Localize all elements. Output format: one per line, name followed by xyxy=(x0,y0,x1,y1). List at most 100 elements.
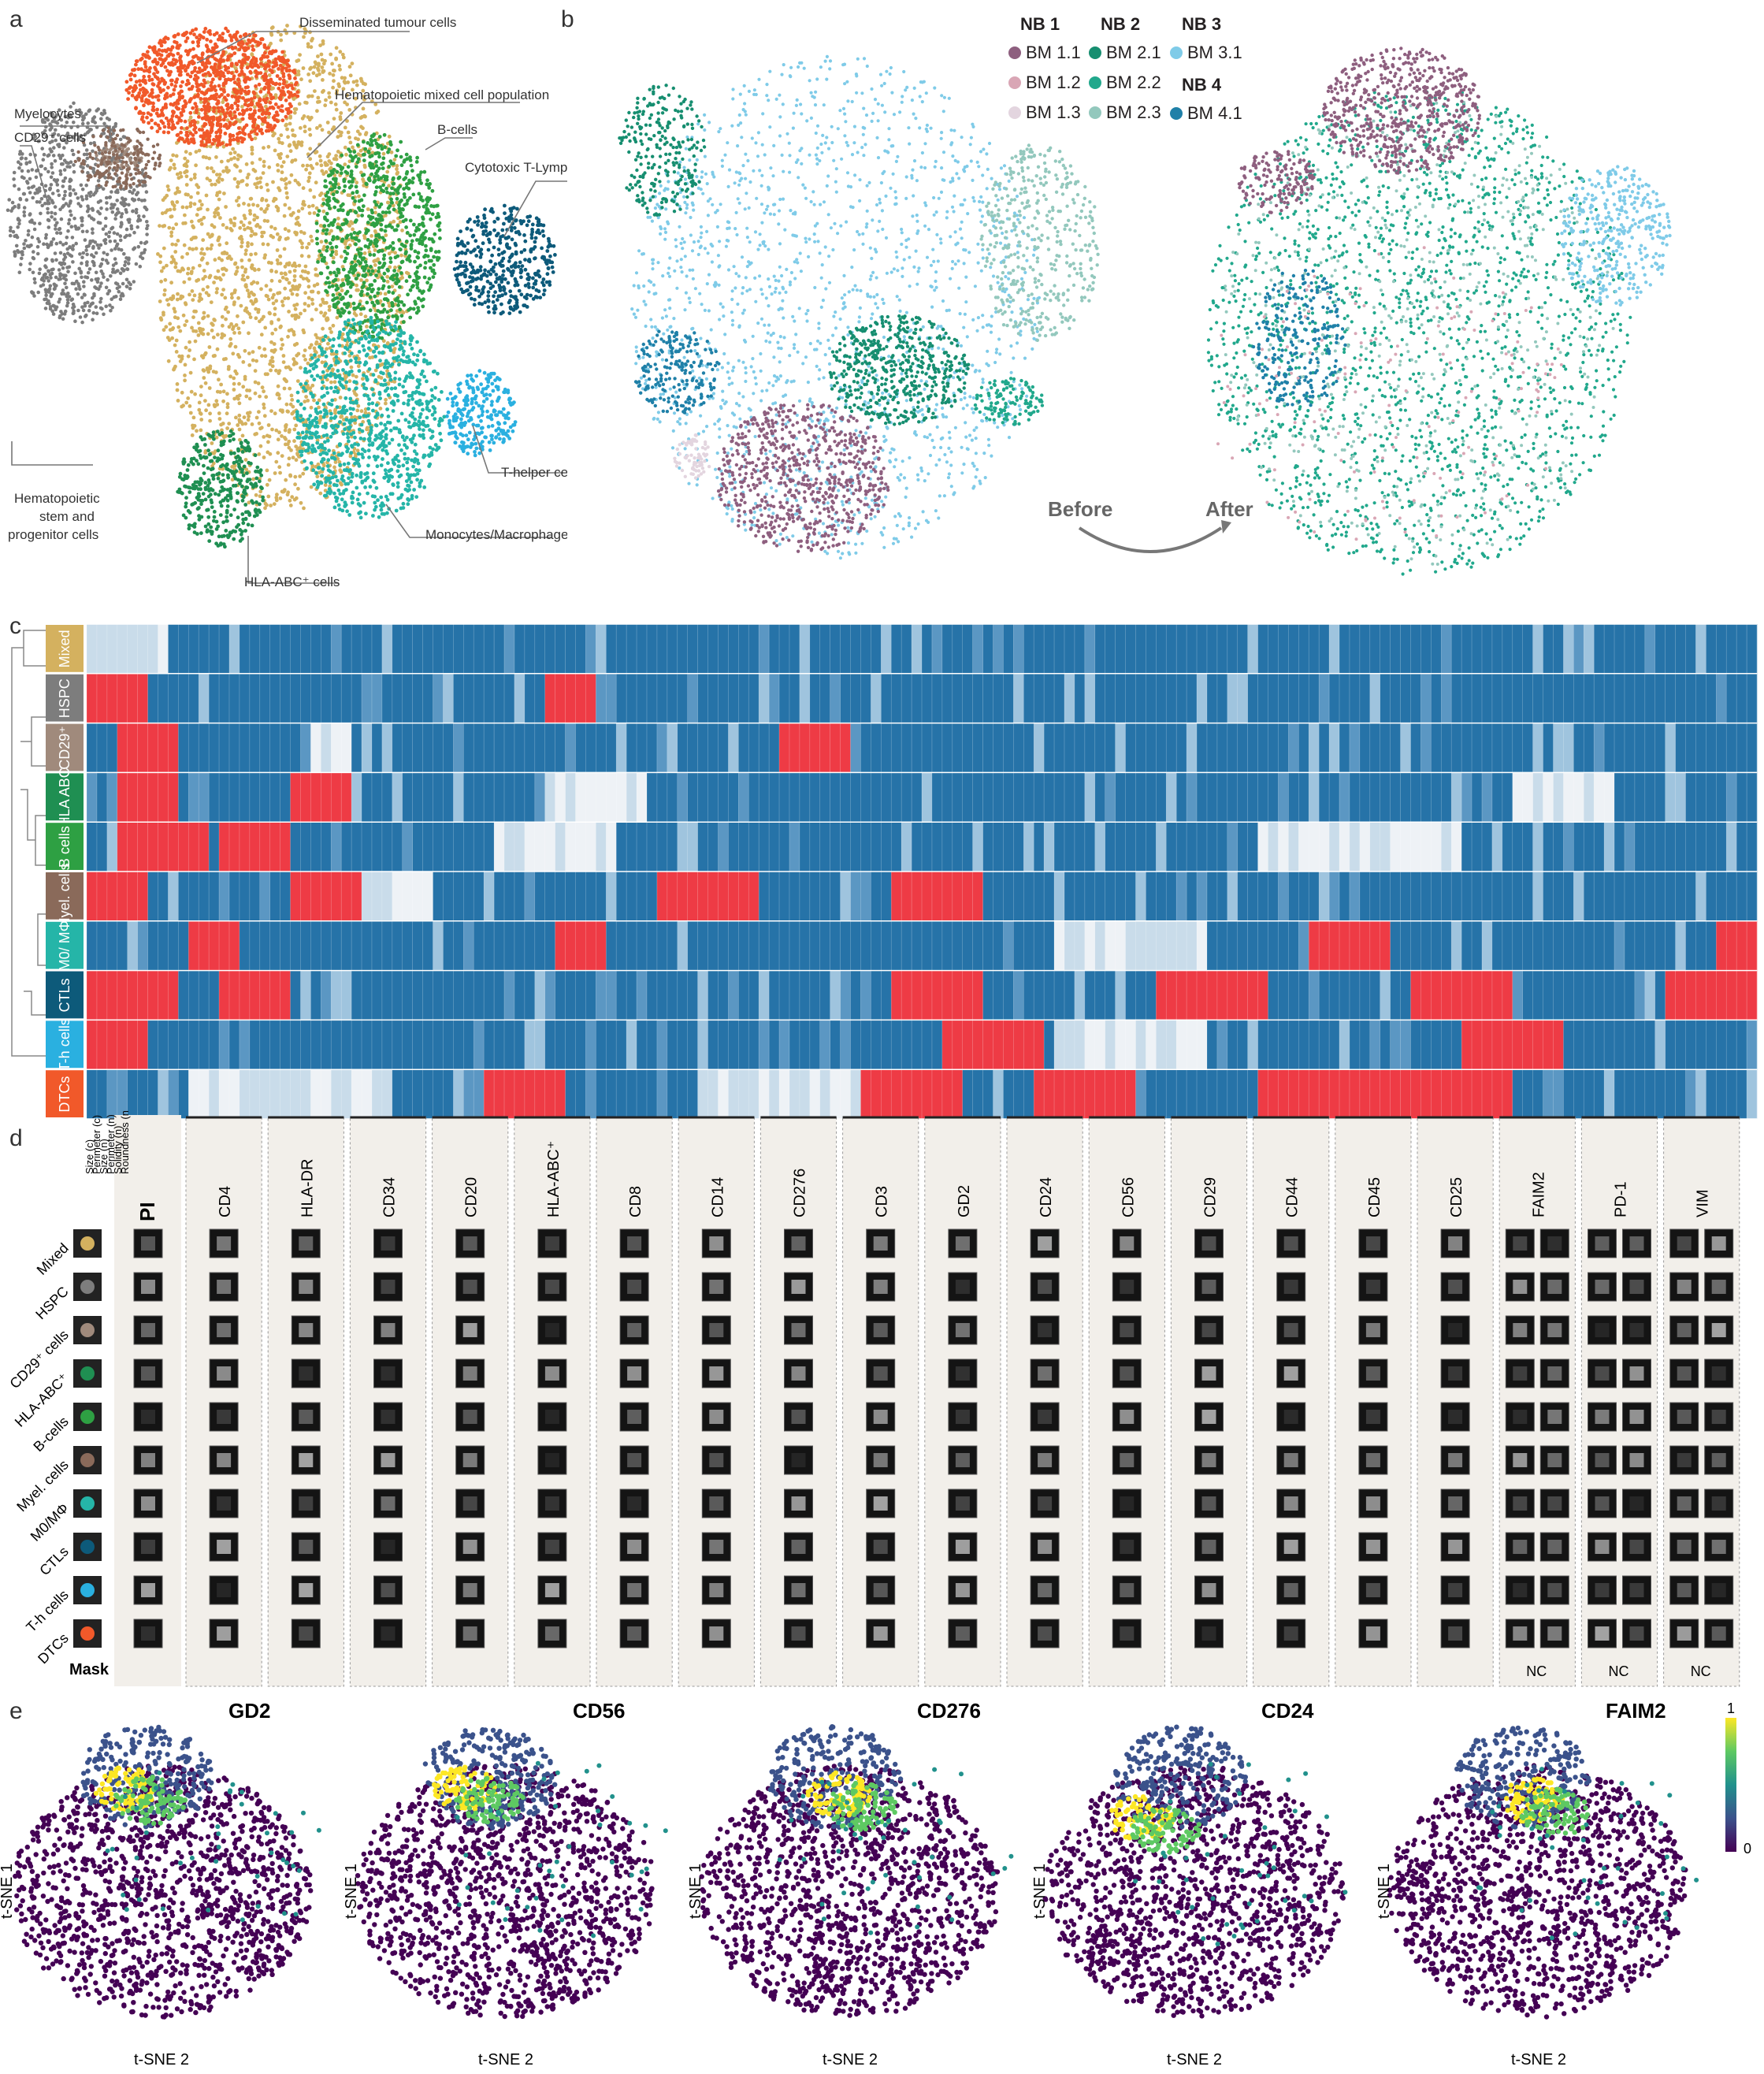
heatmap-cell xyxy=(1349,624,1361,674)
heatmap-cell xyxy=(626,822,637,872)
heatmap-cell xyxy=(280,772,291,822)
microscopy-signal xyxy=(1448,1280,1463,1294)
heatmap-cell xyxy=(1654,723,1666,772)
heatmap-cell xyxy=(1084,1020,1095,1069)
heatmap-cell xyxy=(372,872,383,921)
legend-swatch xyxy=(1008,76,1021,89)
heatmap-cell xyxy=(1675,822,1686,872)
microscopy-signal xyxy=(217,1453,232,1467)
map-xlabel: t-SNE 2 xyxy=(1167,2051,1222,2068)
heatmap-cell xyxy=(280,673,291,723)
heatmap-cell xyxy=(290,723,301,772)
heatmap-cell xyxy=(381,822,393,872)
heatmap-cell xyxy=(1146,1020,1157,1069)
heatmap-cell xyxy=(1685,624,1696,674)
heatmap-cell xyxy=(931,872,943,921)
heatmap-cell xyxy=(1074,970,1086,1020)
heatmap-cell xyxy=(972,624,983,674)
microscopy-signal xyxy=(955,1323,970,1337)
heatmap-cell xyxy=(280,872,291,921)
heatmap-cell xyxy=(433,673,444,723)
label-bcells: B-cells xyxy=(437,122,477,137)
heatmap-cell xyxy=(147,822,158,872)
heatmap-cell xyxy=(871,970,882,1020)
heatmap-cell xyxy=(310,723,321,772)
heatmap-cell xyxy=(1013,920,1024,971)
heatmap-cell xyxy=(1268,673,1279,723)
heatmap-cell xyxy=(290,624,301,674)
heatmap-cell xyxy=(1410,1020,1421,1069)
heatmap-cell xyxy=(1135,772,1146,822)
heatmap-cell xyxy=(616,920,627,971)
heatmap-cell xyxy=(1187,970,1198,1020)
heatmap-cell xyxy=(96,920,108,971)
heatmap-cell xyxy=(422,872,433,921)
heatmap-cell xyxy=(1247,673,1258,723)
heatmap-cell xyxy=(1644,723,1655,772)
microscopy-signal xyxy=(1365,1366,1380,1381)
heatmap-cell xyxy=(524,822,536,872)
heatmap-cell xyxy=(677,872,688,921)
heatmap-cell xyxy=(901,624,912,674)
heatmap-cell xyxy=(1105,920,1116,971)
heatmap-cell xyxy=(1654,1069,1666,1119)
heatmap-cell xyxy=(687,872,698,921)
heatmap-cell xyxy=(1044,1020,1055,1069)
heatmap-cell xyxy=(1563,872,1574,921)
microscopy-signal xyxy=(1365,1280,1380,1294)
heatmap-cell xyxy=(1685,872,1696,921)
heatmap-cell xyxy=(626,624,637,674)
heatmap-cell xyxy=(1441,822,1452,872)
heatmap-cell xyxy=(1115,624,1126,674)
microscopy-signal xyxy=(1547,1366,1562,1381)
microscopy-tile xyxy=(1704,1272,1734,1302)
heatmap-cell xyxy=(372,822,383,872)
heatmap-cell xyxy=(372,772,383,822)
heatmap-cell xyxy=(667,723,678,772)
heatmap-cell xyxy=(1115,822,1126,872)
heatmap-cell xyxy=(362,624,373,674)
heatmap-cell xyxy=(1461,872,1472,921)
heatmap-cell xyxy=(769,723,780,772)
heatmap-cell xyxy=(748,673,759,723)
row-label: T-h cells xyxy=(23,1587,72,1636)
heatmap-cell xyxy=(463,1069,474,1119)
heatmap-cell xyxy=(106,723,118,772)
microscopy-signal xyxy=(709,1626,724,1641)
heatmap-cell xyxy=(147,1020,158,1069)
heatmap-cell xyxy=(759,822,770,872)
microscopy-signal xyxy=(955,1453,970,1467)
heatmap-cell xyxy=(1665,822,1676,872)
heatmap-cell xyxy=(178,920,189,971)
heatmap-cell xyxy=(606,1069,617,1119)
heatmap-cell xyxy=(850,723,861,772)
heatmap-cell xyxy=(321,920,332,971)
heatmap-cell xyxy=(759,772,770,822)
heatmap-cell xyxy=(1400,822,1411,872)
heatmap-cell xyxy=(1747,970,1758,1020)
heatmap-cell xyxy=(626,1069,637,1119)
heatmap-cell xyxy=(199,624,210,674)
heatmap-cell xyxy=(1319,1020,1330,1069)
heatmap-cell xyxy=(484,970,495,1020)
heatmap-cell xyxy=(799,1069,811,1119)
heatmap-cell xyxy=(1369,1069,1380,1119)
heatmap-cell xyxy=(504,723,515,772)
heatmap-cell xyxy=(871,872,882,921)
heatmap-cell xyxy=(1584,1020,1595,1069)
heatmap-cell xyxy=(1216,872,1228,921)
heatmap-cell xyxy=(1665,772,1676,822)
heatmap-cell xyxy=(1003,624,1014,674)
heatmap-cell xyxy=(1573,673,1584,723)
microscopy-signal xyxy=(1448,1540,1463,1554)
heatmap-cell xyxy=(321,872,332,921)
heatmap-cell xyxy=(147,673,158,723)
microscopy-signal xyxy=(1547,1540,1562,1554)
heatmap-cell xyxy=(728,872,739,921)
heatmap-cell xyxy=(331,872,342,921)
heatmap-cell xyxy=(922,872,933,921)
heatmap-cell xyxy=(697,624,708,674)
microscopy-signal xyxy=(381,1236,396,1251)
heatmap-cell xyxy=(1543,1069,1554,1119)
